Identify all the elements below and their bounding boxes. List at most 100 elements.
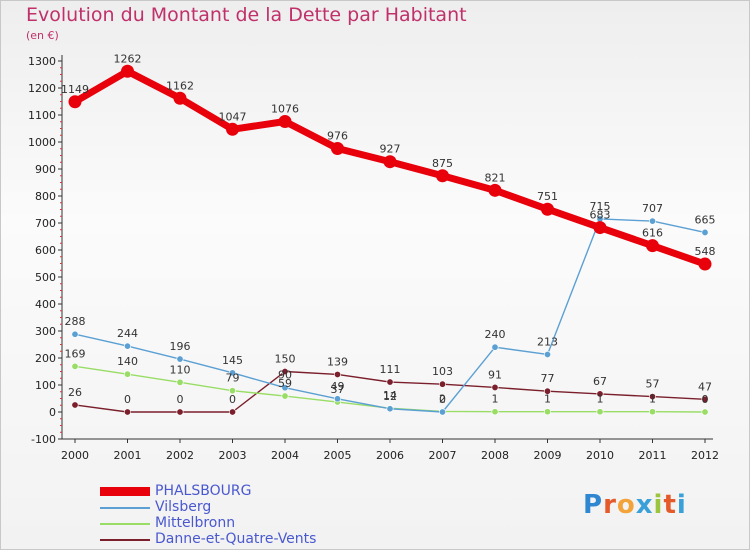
data-label: 213 (537, 335, 558, 348)
legend-label: Vilsberg (155, 499, 212, 515)
data-label: 12 (383, 390, 397, 403)
data-point (648, 393, 656, 401)
data-point (176, 378, 184, 386)
data-label: 1047 (219, 110, 247, 123)
data-label: 1162 (166, 79, 194, 92)
data-point (229, 408, 237, 416)
data-label: 26 (68, 386, 82, 399)
data-point (124, 370, 132, 378)
y-tick-label: 1200 (28, 82, 56, 95)
data-point (124, 408, 132, 416)
y-tick-label: 300 (35, 325, 56, 338)
data-point (226, 122, 239, 136)
data-point (173, 91, 187, 105)
data-label: 0 (177, 393, 184, 406)
data-point (543, 408, 551, 416)
x-tick-label: 2000 (61, 449, 89, 462)
data-point (543, 387, 551, 395)
data-point (698, 257, 712, 271)
data-label: 139 (327, 355, 348, 368)
data-label: 169 (65, 347, 86, 360)
data-label: 751 (537, 190, 558, 203)
data-label: 288 (65, 315, 86, 328)
data-label: 665 (695, 213, 716, 226)
legend-swatch-vilsberg (100, 507, 150, 509)
data-point (281, 392, 289, 400)
data-label: 875 (432, 157, 453, 170)
y-tick-label: 800 (35, 190, 56, 203)
legend-swatch-phalsbourg (100, 487, 150, 496)
y-tick-label: 200 (35, 352, 56, 365)
data-point (71, 401, 79, 409)
x-tick-label: 2002 (166, 449, 194, 462)
data-label: 0 (702, 393, 709, 406)
data-point (596, 390, 604, 398)
data-label: 110 (170, 363, 191, 376)
x-tick-label: 2009 (534, 449, 562, 462)
data-label: 0 (124, 393, 131, 406)
data-label: 244 (117, 327, 138, 340)
x-tick-label: 2012 (691, 449, 719, 462)
data-point (229, 387, 237, 395)
data-point (68, 95, 82, 109)
data-label: 821 (485, 171, 506, 184)
data-label: 57 (646, 378, 660, 391)
y-tick-label: 400 (35, 298, 56, 311)
data-label: 14 (383, 389, 397, 402)
data-label: 548 (695, 245, 716, 258)
x-tick-label: 2003 (219, 449, 247, 462)
legend-label: Mittelbronn (155, 515, 236, 531)
data-point (331, 141, 344, 155)
data-point (648, 217, 656, 225)
data-point (71, 330, 79, 338)
legend-label: Danne-et-Quatre-Vents (155, 531, 317, 547)
data-point (436, 169, 449, 183)
data-label: 683 (590, 209, 611, 222)
data-label: 59 (278, 377, 292, 390)
data-point (543, 350, 551, 358)
chart-subtitle: (en €) (26, 29, 59, 42)
data-point (491, 408, 499, 416)
data-point (438, 380, 446, 388)
data-label: 2 (439, 392, 446, 405)
data-label: 1262 (114, 52, 142, 65)
data-point (281, 384, 289, 392)
data-point (701, 228, 709, 236)
data-label: 77 (541, 372, 555, 385)
data-label: 37 (331, 383, 345, 396)
data-point (386, 378, 394, 386)
x-tick-label: 2006 (376, 449, 404, 462)
chart-title: Evolution du Montant de la Dette par Hab… (26, 4, 467, 26)
y-tick-label: -100 (31, 433, 56, 446)
data-label: 150 (275, 353, 296, 366)
data-label: 707 (642, 202, 663, 215)
data-point (121, 64, 134, 78)
data-point (124, 342, 132, 350)
data-point (701, 408, 709, 416)
x-tick-label: 2008 (481, 449, 509, 462)
legend-label: PHALSBOURG (155, 483, 252, 499)
data-point (648, 408, 656, 416)
y-tick-label: 1000 (28, 136, 56, 149)
data-label: 47 (698, 380, 712, 393)
data-label: 140 (117, 355, 138, 368)
proxiti-logo: Proxiti (583, 490, 687, 520)
data-label: 67 (593, 375, 607, 388)
data-point (593, 221, 607, 235)
data-label: 49 (331, 380, 345, 393)
y-tick-label: 500 (35, 271, 56, 284)
data-label: 196 (170, 340, 191, 353)
data-point (281, 367, 289, 375)
x-tick-label: 2005 (324, 449, 352, 462)
data-point (488, 183, 502, 197)
legend-swatch-danne (100, 539, 150, 541)
data-label: 240 (485, 328, 506, 341)
data-point (229, 369, 237, 377)
x-tick-label: 2007 (429, 449, 457, 462)
data-label: 145 (222, 354, 243, 367)
data-label: 1 (492, 393, 499, 406)
data-label: 616 (642, 227, 663, 240)
data-point (596, 408, 604, 416)
x-tick-label: 2004 (271, 449, 299, 462)
